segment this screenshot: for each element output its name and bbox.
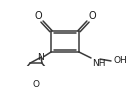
Text: OH: OH	[113, 56, 127, 65]
Text: NH: NH	[92, 59, 105, 68]
Text: O: O	[34, 11, 42, 21]
Text: O: O	[32, 79, 40, 89]
Text: O: O	[88, 11, 96, 21]
Text: N: N	[38, 53, 44, 62]
